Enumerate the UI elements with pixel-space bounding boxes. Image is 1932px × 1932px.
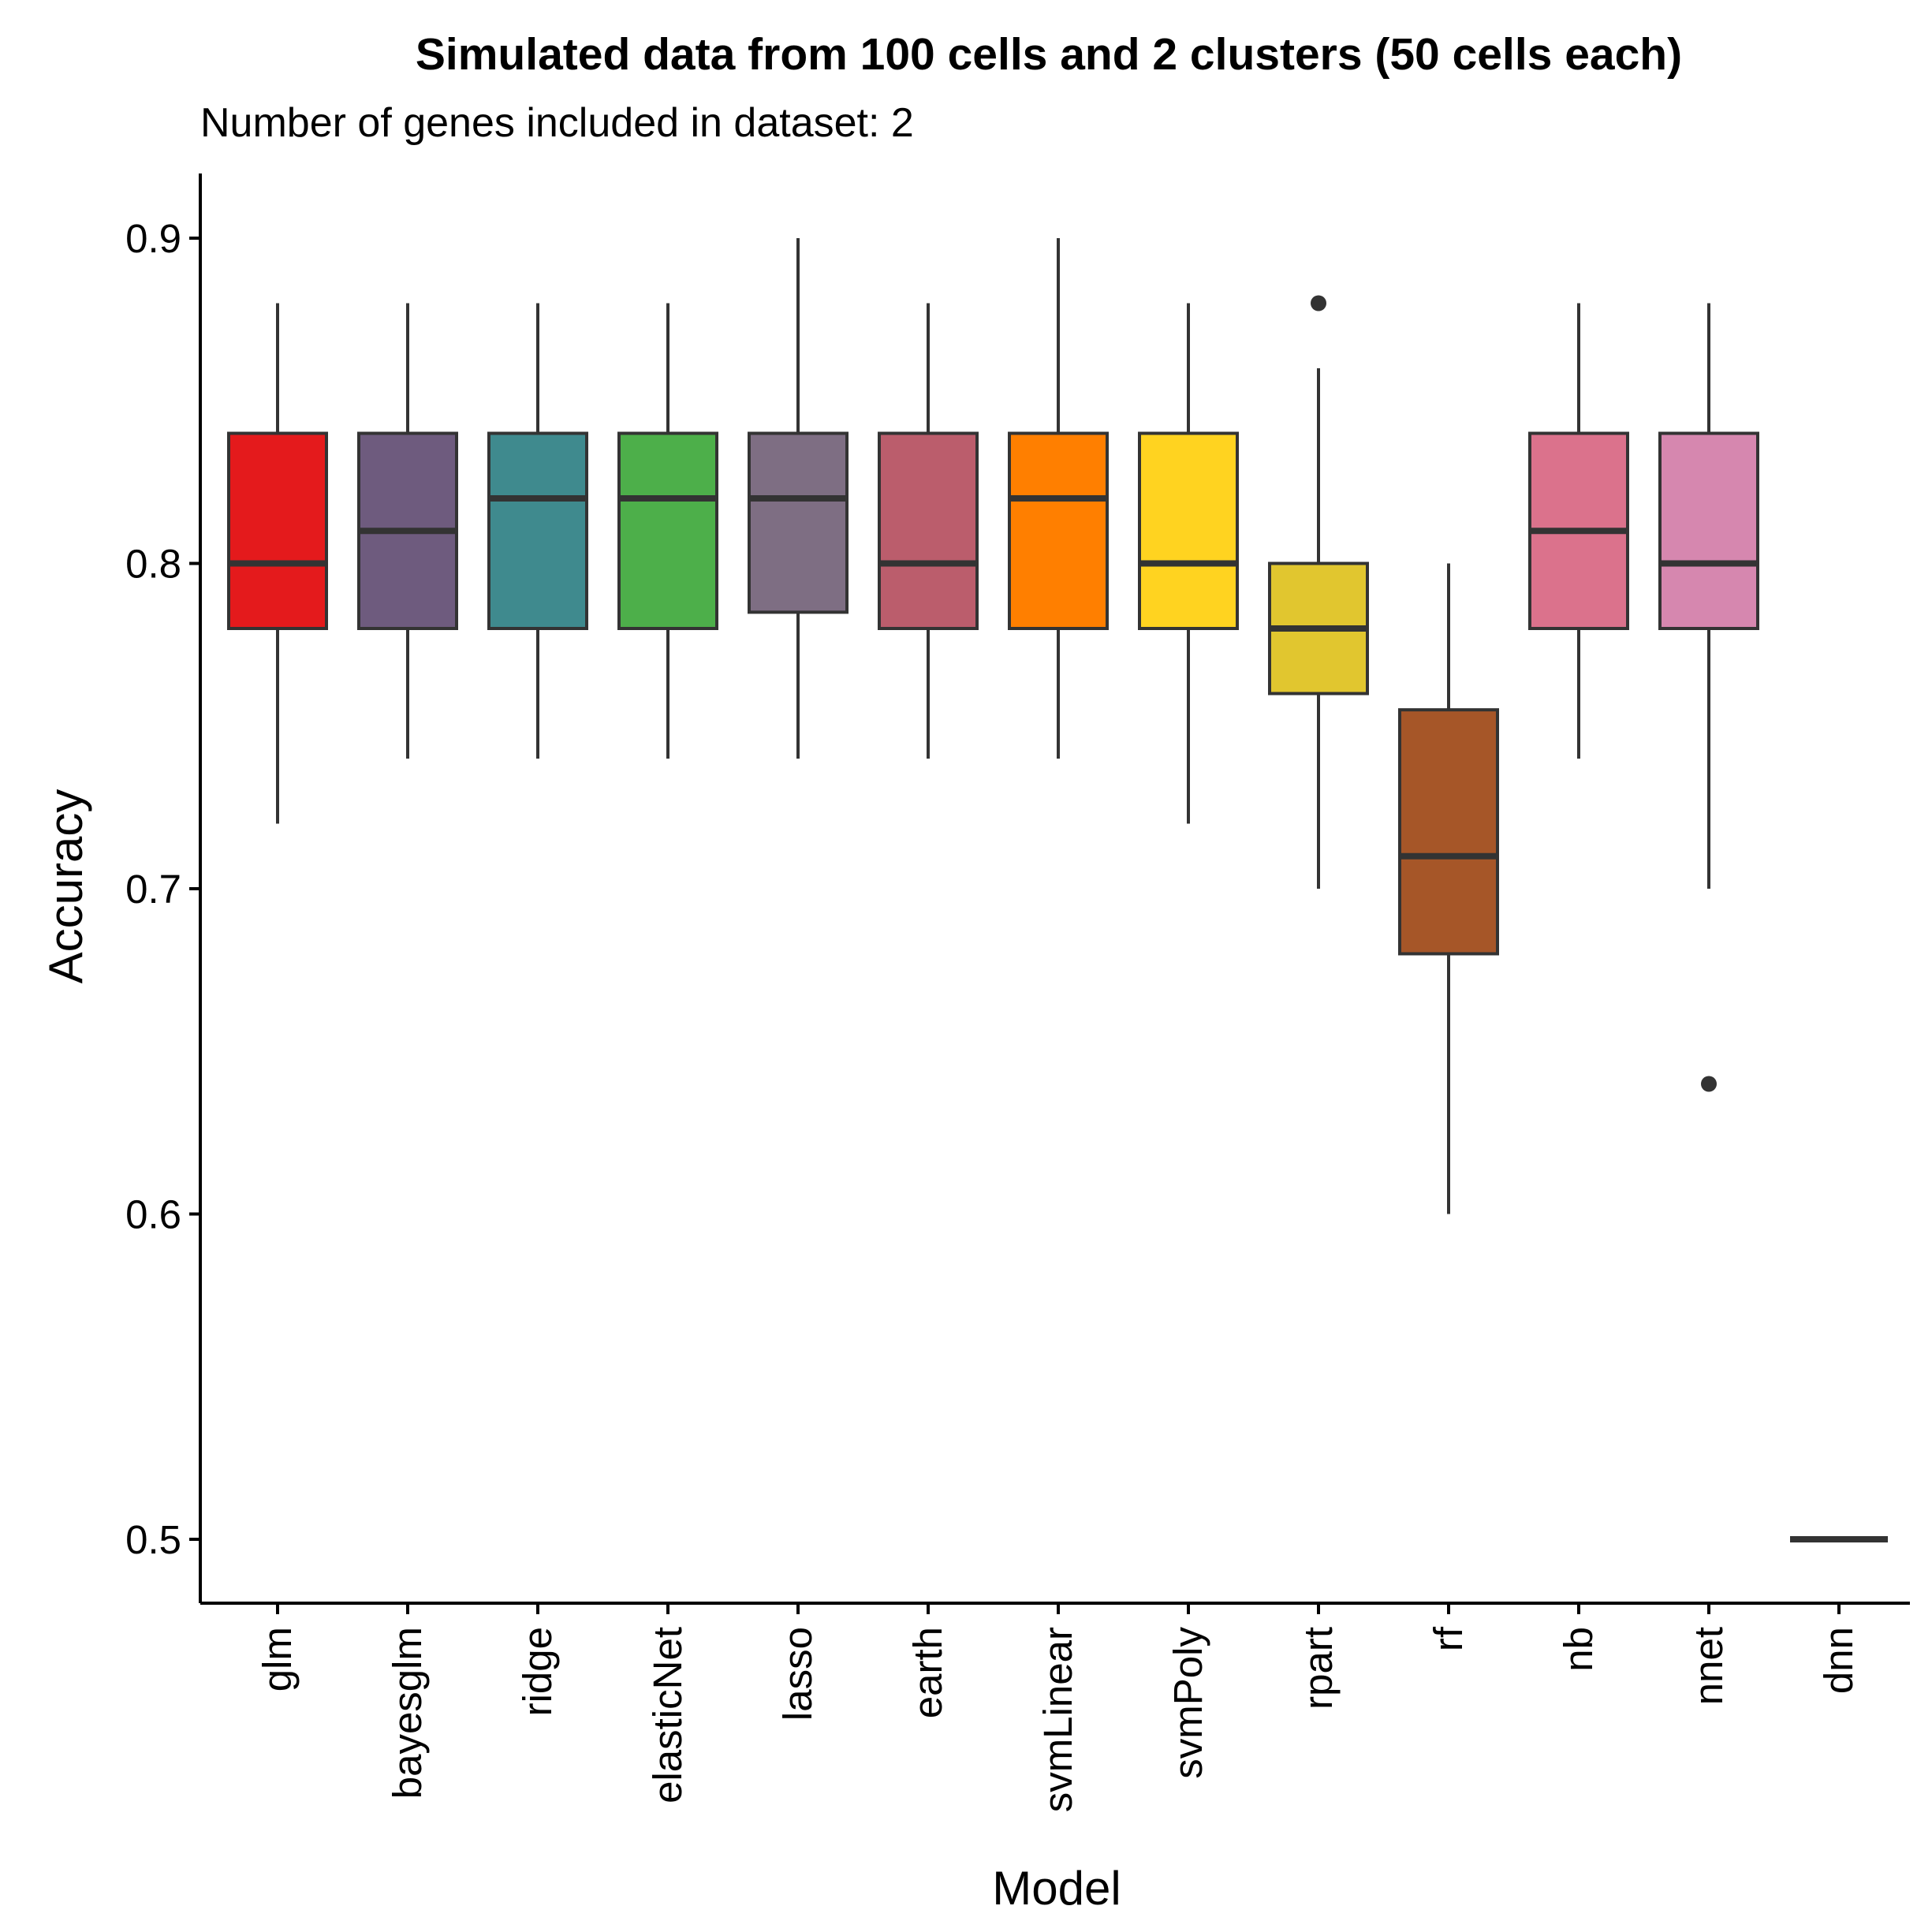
box-group-lasso: [748, 238, 849, 759]
x-tick-label: svmLinear: [1035, 1627, 1080, 1812]
y-tick-label: 0.9: [125, 216, 181, 261]
box-earth: [878, 431, 979, 630]
box-group-svmLinear: [1008, 238, 1109, 759]
box-rf: [1398, 708, 1499, 956]
axes: 0.5 0.6 0.7 0.8 0.9 glm bayesglm ridge elasticNe…: [125, 173, 1910, 1812]
y-tick-label: 0.6: [125, 1192, 181, 1237]
box-group-bayesglm: [357, 303, 458, 759]
plot-area: [227, 238, 1888, 1542]
x-tick-label: glm: [255, 1627, 300, 1691]
box-elasticNet: [617, 431, 718, 630]
box-ridge: [487, 431, 588, 630]
y-tick-label: 0.5: [125, 1517, 181, 1562]
box-group-rf: [1398, 563, 1499, 1214]
box-group-nb: [1528, 303, 1629, 759]
x-axis-title: Model: [992, 1862, 1121, 1915]
box-svmLinear: [1008, 431, 1109, 630]
x-tick-label: ridge: [515, 1627, 560, 1716]
x-tick-label: nb: [1556, 1627, 1601, 1672]
box-group-earth: [878, 303, 979, 759]
y-axis-title: Accuracy: [39, 789, 92, 984]
box-lasso: [748, 431, 849, 614]
x-tick-label: earth: [905, 1627, 950, 1718]
x-tick-label: dnn: [1816, 1627, 1861, 1694]
x-tick-label: svmPoly: [1166, 1627, 1210, 1779]
y-tick-label: 0.7: [125, 867, 181, 912]
y-tick-label: 0.8: [125, 542, 181, 587]
box-group-ridge: [487, 303, 588, 759]
box-svmPoly: [1138, 431, 1239, 630]
box-group-rpart: [1268, 295, 1369, 889]
chart-title: Simulated data from 100 cells and 2 clus…: [416, 29, 1682, 80]
box-group-glm: [227, 303, 328, 824]
outlier-rpart: [1311, 295, 1326, 311]
box-nnet: [1658, 431, 1759, 630]
x-tick-label: lasso: [775, 1627, 820, 1721]
box-group-elasticNet: [617, 303, 718, 759]
box-group-nnet: [1658, 303, 1759, 1092]
box-group-svmPoly: [1138, 303, 1239, 824]
x-tick-label: nnet: [1686, 1627, 1731, 1705]
x-tick-label: bayesglm: [385, 1627, 430, 1799]
x-tick-label: rpart: [1296, 1627, 1341, 1710]
chart-subtitle: Number of genes included in dataset: 2: [200, 100, 914, 146]
box-glm: [227, 431, 328, 630]
outlier-nnet: [1701, 1076, 1717, 1092]
x-tick-label: elasticNet: [645, 1627, 690, 1803]
x-tick-label: rf: [1426, 1626, 1471, 1651]
